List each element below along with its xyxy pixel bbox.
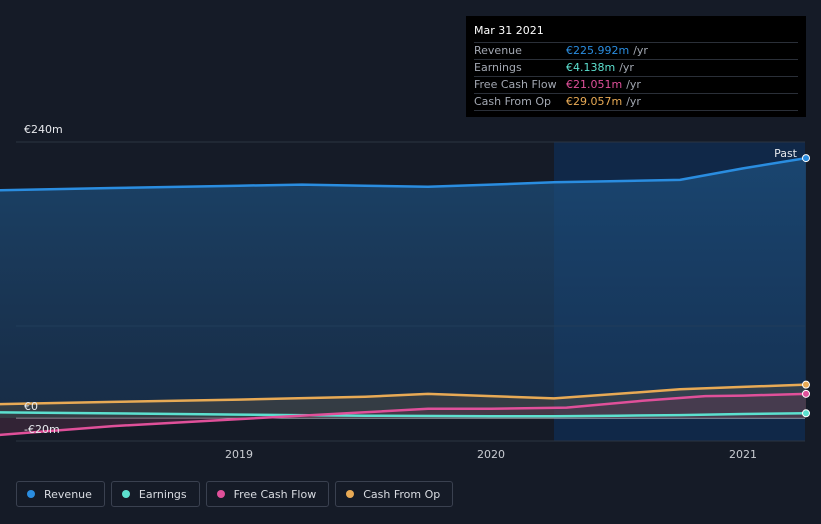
legend: Revenue Earnings Free Cash Flow Cash Fro…: [16, 481, 454, 507]
series-areas: [0, 158, 806, 435]
legend-label: Free Cash Flow: [233, 487, 317, 501]
legend-item-free-cash-flow[interactable]: Free Cash Flow: [205, 481, 330, 507]
tooltip-value: €225.992m: [566, 44, 630, 57]
revenue-line: [0, 156, 808, 192]
cash-from-op-line: [0, 383, 808, 406]
series-lines: [0, 156, 808, 437]
y-tick-label: €0: [24, 400, 38, 413]
free-cash-flow-endpoint: [802, 389, 810, 398]
legend-item-earnings[interactable]: Earnings: [110, 481, 200, 507]
legend-dot-icon: [27, 490, 35, 498]
revenue-area: [0, 158, 806, 418]
tooltip-row-earnings: Earnings €4.138m /yr: [474, 60, 798, 77]
tooltip-value: €29.057m: [566, 95, 623, 108]
tooltip: Mar 31 2021 Revenue €225.992m /yr Earnin…: [466, 16, 806, 117]
legend-item-cash-from-op[interactable]: Cash From Op: [335, 481, 454, 507]
tooltip-unit: /yr: [626, 95, 641, 108]
earnings-line: [0, 411, 808, 418]
x-tick-label: 2019: [225, 448, 253, 461]
x-tick-label: 2020: [477, 448, 505, 461]
x-axis-labels: 2019 2020 2021: [225, 448, 757, 461]
cash-from-op-area: [0, 384, 806, 418]
y-axis-labels: €240m €0 -€20m: [24, 123, 63, 436]
tooltip-value: €4.138m: [566, 61, 616, 74]
legend-label: Earnings: [138, 487, 187, 501]
y-tick-label: -€20m: [24, 423, 60, 436]
x-tick-label: 2021: [729, 448, 757, 461]
revenue-endpoint: [802, 154, 810, 163]
legend-item-revenue[interactable]: Revenue: [16, 481, 105, 507]
series-endpoints: [802, 154, 810, 418]
tooltip-label: Free Cash Flow: [474, 78, 557, 91]
y-tick-label: €240m: [24, 123, 63, 136]
tooltip-label: Earnings: [474, 61, 522, 74]
tooltip-row-revenue: Revenue €225.992m /yr: [474, 43, 798, 60]
legend-label: Revenue: [44, 487, 92, 501]
legend-dot-icon: [346, 490, 355, 498]
legend-dot-icon: [121, 490, 130, 498]
free-cash-flow-line: [0, 392, 808, 437]
tooltip-row-cash-from-op: Cash From Op €29.057m /yr: [474, 94, 798, 111]
tooltip-unit: /yr: [619, 61, 634, 74]
tooltip-row-free-cash-flow: Free Cash Flow €21.051m /yr: [474, 77, 798, 94]
tooltip-value: €21.051m: [566, 78, 623, 91]
free-cash-flow-area: [0, 393, 806, 435]
tooltip-label: Revenue: [474, 44, 522, 57]
tooltip-unit: /yr: [626, 78, 641, 91]
earnings-endpoint: [802, 409, 810, 418]
legend-dot-icon: [216, 490, 225, 498]
tooltip-date: Mar 31 2021: [474, 22, 798, 43]
past-label: Past: [774, 147, 798, 160]
tooltip-label: Cash From Op: [474, 95, 552, 108]
legend-label: Cash From Op: [363, 487, 441, 501]
cash-from-op-endpoint: [802, 380, 810, 389]
tooltip-unit: /yr: [633, 44, 648, 57]
